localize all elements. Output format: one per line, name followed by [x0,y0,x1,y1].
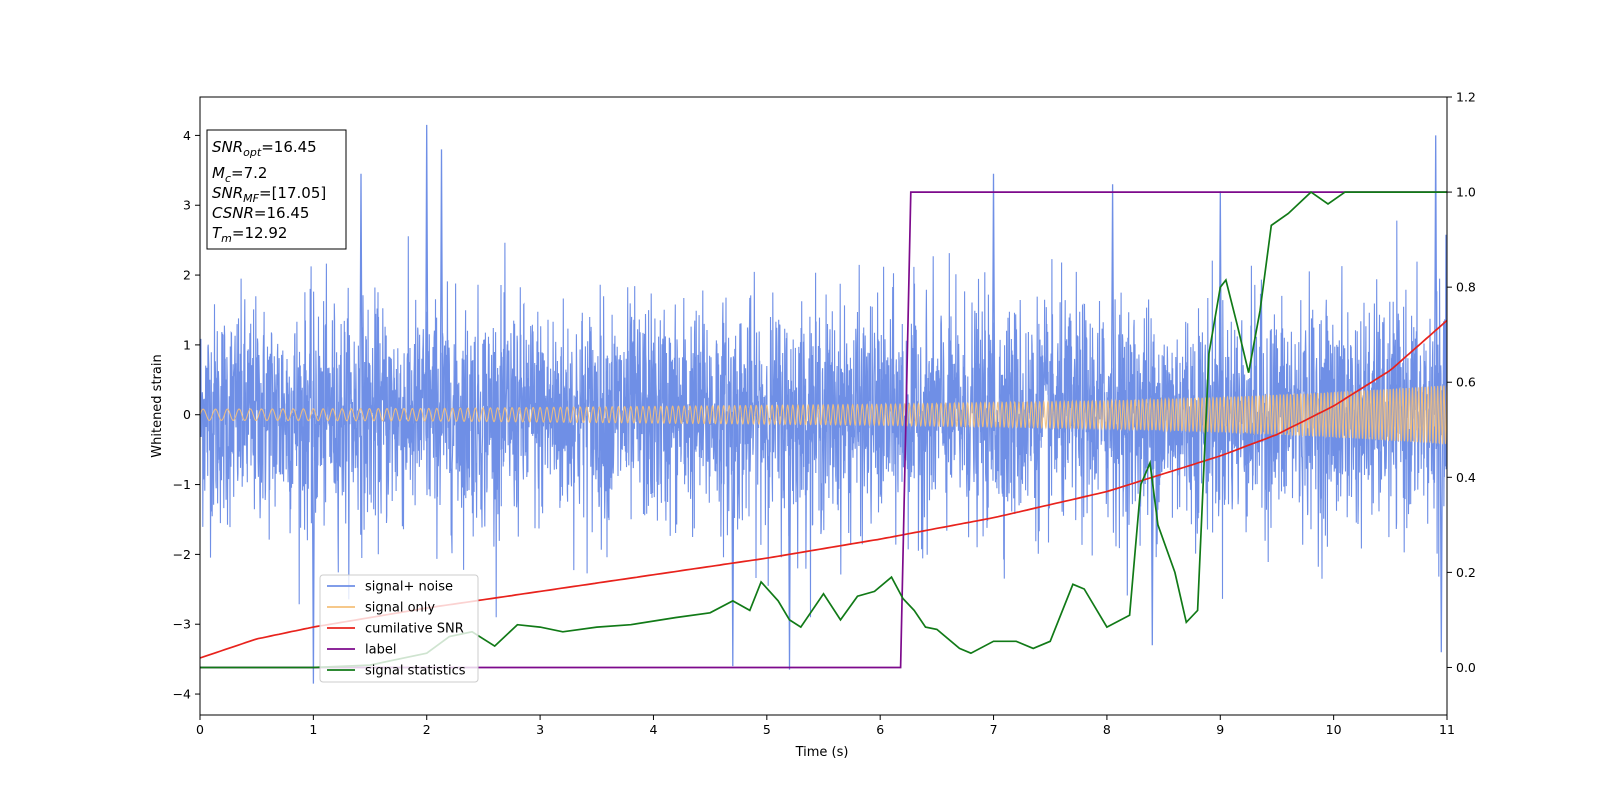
y-axis-label: Whitened strain [150,354,165,457]
legend-frame [319,574,479,683]
x-axis-label: Time (s) [795,745,849,760]
y-left-tick-label: 1 [183,337,191,352]
y-left-tick-label: −2 [173,547,191,562]
x-tick-label: 2 [423,722,431,737]
legend-label: cumilative SNR [365,622,464,637]
x-tick-label: 4 [649,722,657,737]
plot-frame [199,96,1448,716]
annotation-line: SNRopt=16.45 [212,138,317,159]
annotation-frame [206,129,347,250]
legend-label: signal statistics [365,664,466,679]
legend-label: signal only [365,601,435,616]
legend: signal+ noise signal only cumilative SNR la… [319,574,479,683]
x-tick-label: 11 [1439,722,1455,737]
y-right-tick-label: 0.6 [1456,375,1476,390]
x-tick-label: 10 [1326,722,1342,737]
series-signal-only [200,385,1447,445]
annotation-line: SNRMF=[17.05] [212,184,326,205]
series-label [200,191,1447,669]
y-right-tick-label: 0.4 [1456,470,1476,485]
legend-label: label [365,643,396,658]
metrics-annotation-box: SNRopt=16.45 Mc=7.2SNRMF=[17.05]CSNR=16.4… [206,129,347,250]
x-tick-label: 3 [536,722,544,737]
y-right-tick-label: 0.2 [1456,565,1476,580]
y-axis-left: −4 −3 −2 −1 0 1 2 3 4 [173,128,200,702]
y-left-tick-label: 3 [183,198,191,213]
y-left-tick-label: 0 [183,407,191,422]
series-signal-noise [200,220,1447,618]
y-right-tick-label: 0.8 [1456,280,1476,295]
annotation-line: CSNR=16.45 [212,204,309,222]
y-left-tick-label: 2 [183,268,191,283]
y-left-tick-label: −1 [173,477,191,492]
y-left-tick-label: −3 [173,617,191,632]
x-tick-label: 6 [876,722,884,737]
annotation-line: Tm=12.92 [212,224,287,245]
x-tick-label: 5 [763,722,771,737]
x-tick-label: 8 [1103,722,1111,737]
y-left-tick-label: 4 [183,128,191,143]
legend-label: signal+ noise [365,580,453,595]
y-right-tick-label: 1.0 [1456,185,1476,200]
x-tick-label: 0 [196,722,204,737]
y-right-tick-label: 1.2 [1456,90,1476,105]
y-left-tick-label: −4 [173,687,191,702]
x-tick-label: 7 [990,722,998,737]
y-right-tick-label: 0.0 [1456,660,1476,675]
y-axis-right: 0.0 0.2 0.4 0.6 0.8 1.0 1.2 [1447,90,1476,675]
series-signal-statistics [200,191,1447,669]
annotation-line: Mc=7.2 [212,164,267,185]
x-axis: 0 1 2 3 4 5 6 7 8 9 10 11 [196,715,1455,737]
x-tick-label: 9 [1216,722,1224,737]
x-tick-label: 1 [309,722,317,737]
